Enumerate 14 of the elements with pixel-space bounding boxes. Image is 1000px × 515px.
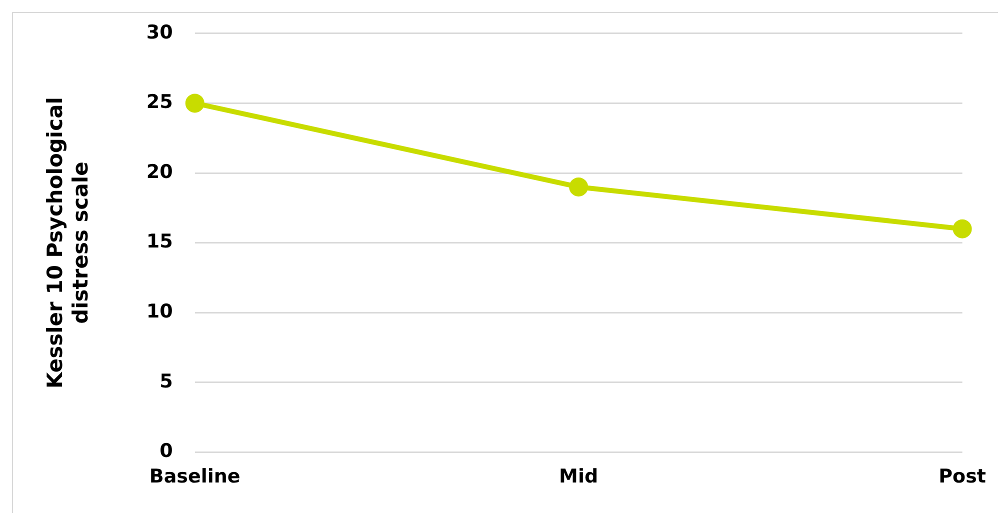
- x-tick-label: Mid: [559, 466, 598, 488]
- y-tick-label: 15: [146, 230, 173, 253]
- y-tick-label: 30: [146, 21, 173, 44]
- point: [185, 94, 204, 113]
- point: [952, 219, 972, 238]
- y-tick-label: 0: [160, 440, 173, 462]
- x-tick-label: Baseline: [149, 466, 240, 488]
- y-axis-title: Kessler 10 Psychological distress scale: [43, 97, 92, 389]
- y-tick-label: 10: [146, 300, 173, 323]
- y-tick-label: 5: [160, 370, 173, 392]
- point: [569, 177, 588, 196]
- x-tick-label: Post: [938, 466, 986, 488]
- y-tick-label: 25: [146, 91, 173, 114]
- y-tick-label: 20: [146, 160, 173, 183]
